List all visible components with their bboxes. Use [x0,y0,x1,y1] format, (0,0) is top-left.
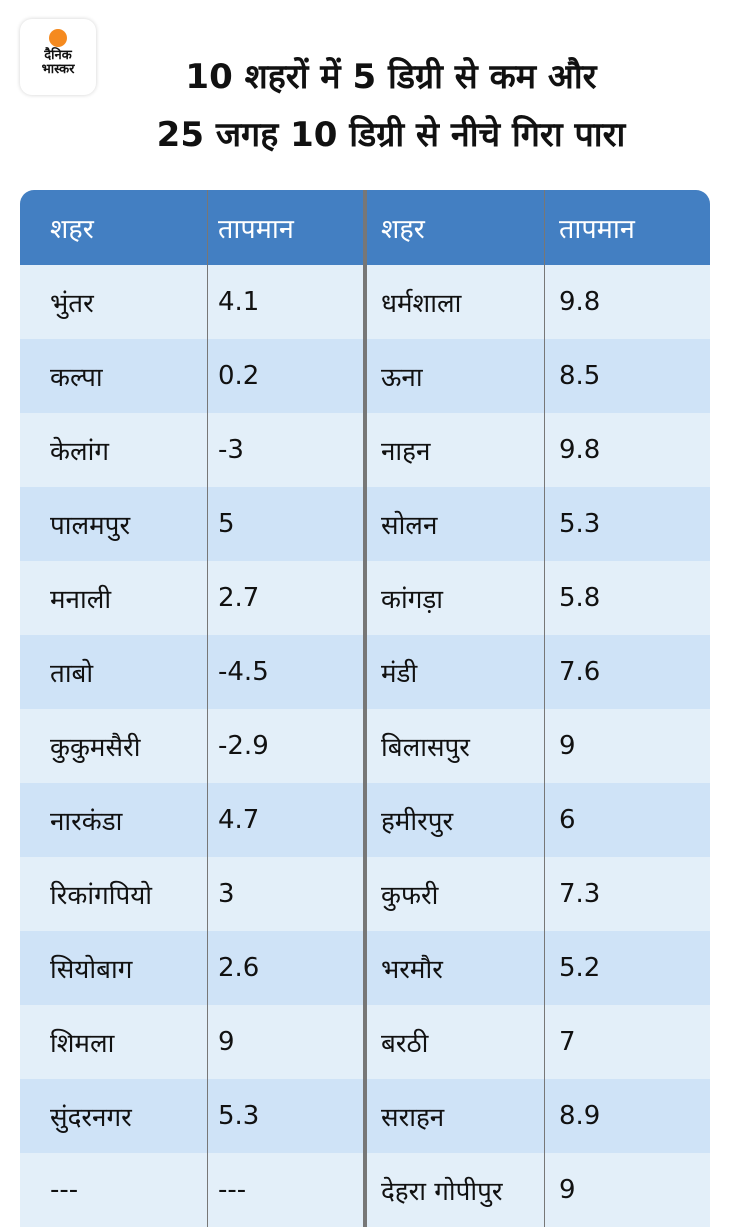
cell-city-right: हमीरपुर [363,783,545,857]
cell-temp-left: 5 [218,509,235,539]
cell-city-right: कांगड़ा [363,561,545,635]
cell-city-left: भुंतर [20,265,208,339]
cell-temp-left: 2.6 [218,953,260,983]
cell-city-left: ताबो [20,635,208,709]
cell-temp-right: 5.2 [559,953,601,983]
table-row: केलांग -3 नाहन 9.8 [20,413,710,487]
cell-temp-left: 9 [218,1027,235,1057]
logo-line1: दैनिक [44,48,72,63]
table-row: कुकुमसैरी -2.9 बिलासपुर 9 [20,709,710,783]
cell-temp-right: 8.9 [559,1101,601,1131]
cell-city-left: मनाली [20,561,208,635]
cell-city-right: भरमौर [363,931,545,1005]
table-row: शिमला 9 बरठी 7 [20,1005,710,1079]
title-line1: 10 शहरों में 5 डिग्री से कम और [185,57,597,97]
cell-temp-left: 2.7 [218,583,260,613]
cell-temp-left: 4.1 [218,287,260,317]
cell-temp-right: 7 [559,1027,576,1057]
cell-city-right: सोलन [363,487,545,561]
cell-temp-right: 9 [559,731,576,761]
cell-city-left: नारकंडा [20,783,208,857]
cell-temp-left: 0.2 [218,361,260,391]
table-row: ताबो -4.5 मंडी 7.6 [20,635,710,709]
header-temp-right: तापमान [559,214,635,245]
cell-temp-right: 8.5 [559,361,601,391]
cell-temp-right: 7.6 [559,657,601,687]
cell-city-right: देहरा गोपीपुर [363,1153,545,1227]
table-row: भुंतर 4.1 धर्मशाला 9.8 [20,265,710,339]
table-header: शहर तापमान शहर तापमान [20,190,710,265]
table-row: मनाली 2.7 कांगड़ा 5.8 [20,561,710,635]
cell-city-left: --- [20,1153,208,1227]
cell-city-right: कुफरी [363,857,545,931]
table-row: नारकंडा 4.7 हमीरपुर 6 [20,783,710,857]
logo-line2: भास्कर [41,62,75,77]
cell-temp-left: 4.7 [218,805,260,835]
cell-temp-left: 3 [218,879,235,909]
cell-temp-left: -2.9 [218,731,269,761]
table-row: कल्पा 0.2 ऊना 8.5 [20,339,710,413]
cell-city-left: पालमपुर [20,487,208,561]
cell-temp-left: 5.3 [218,1101,260,1131]
table-row: सियोबाग 2.6 भरमौर 5.2 [20,931,710,1005]
cell-temp-right: 6 [559,805,576,835]
cell-city-left: सुंदरनगर [20,1079,208,1153]
cell-city-left: कल्पा [20,339,208,413]
cell-temp-left: --- [218,1175,247,1205]
cell-city-right: बिलासपुर [363,709,545,783]
cell-city-left: शिमला [20,1005,208,1079]
header-temp-left: तापमान [218,214,294,245]
cell-temp-right: 5.8 [559,583,601,613]
table-row: पालमपुर 5 सोलन 5.3 [20,487,710,561]
cell-temp-right: 5.3 [559,509,601,539]
cell-temp-right: 9.8 [559,287,601,317]
cell-temp-right: 9.8 [559,435,601,465]
table-row: सुंदरनगर 5.3 सराहन 8.9 [20,1079,710,1153]
cell-city-left: रिकांगपियो [20,857,208,931]
cell-city-right: बरठी [363,1005,545,1079]
cell-city-right: ऊना [363,339,545,413]
cell-temp-left: -3 [218,435,244,465]
header-city-left: शहर [20,190,208,265]
dainik-bhaskar-logo: दैनिक भास्कर [20,19,96,95]
temperature-table: शहर तापमान शहर तापमान भुंतर 4.1 धर्मशाला 9.… [20,190,710,1227]
table-row: रिकांगपियो 3 कुफरी 7.3 [20,857,710,931]
cell-city-right: धर्मशाला [363,265,545,339]
sun-icon [49,29,67,47]
cell-city-left: केलांग [20,413,208,487]
title-line2: 25 जगह 10 डिग्री से नीचे गिरा पारा [156,115,626,155]
cell-city-right: सराहन [363,1079,545,1153]
table-row: --- --- देहरा गोपीपुर 9 [20,1153,710,1227]
cell-city-left: कुकुमसैरी [20,709,208,783]
cell-city-right: मंडी [363,635,545,709]
cell-city-right: नाहन [363,413,545,487]
cell-temp-right: 9 [559,1175,576,1205]
cell-temp-left: -4.5 [218,657,269,687]
cell-temp-right: 7.3 [559,879,601,909]
header-city-right: शहर [363,190,545,265]
cell-city-left: सियोबाग [20,931,208,1005]
page-title: 10 शहरों में 5 डिग्री से कम और 25 जगह 10… [96,48,686,164]
